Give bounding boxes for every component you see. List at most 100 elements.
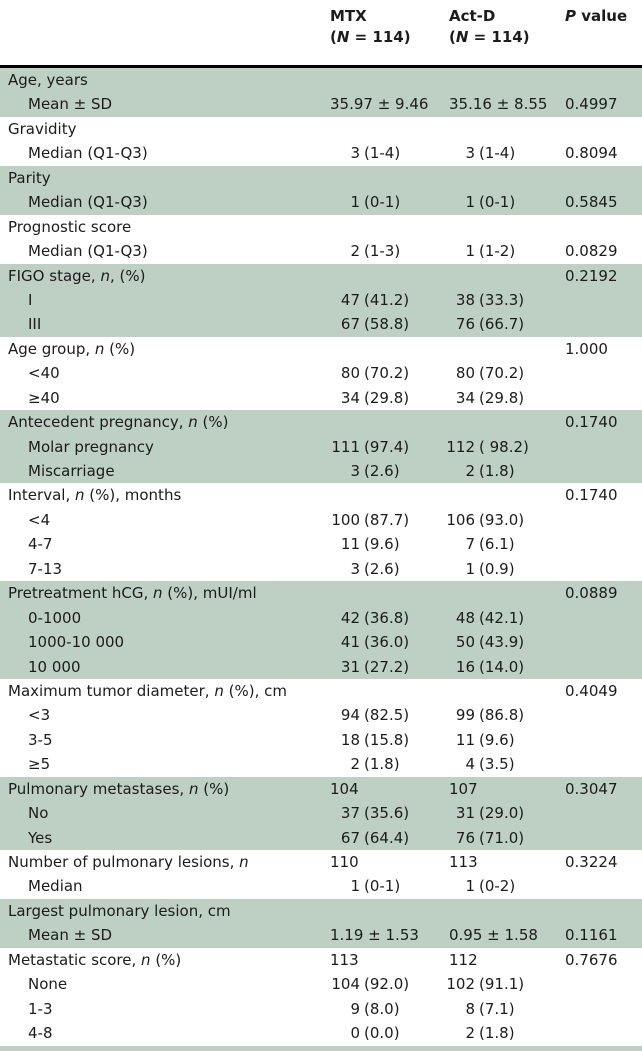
mtx-cell [322, 337, 437, 361]
actd-cell: 0.95 ± 1.58 [437, 923, 557, 947]
table-row: 0-1000 42 (36.8) 48 (42.1) [0, 605, 642, 631]
mtx-cell-value: 104 [330, 779, 359, 798]
actd-cell-count: 112 [446, 437, 475, 456]
mtx-cell-count: 67 [340, 315, 360, 334]
actd-cell: 2 (1.8) [437, 1021, 557, 1045]
actd-cell: 1 (0.9) [437, 557, 557, 581]
p-value-cell [557, 703, 642, 727]
table-row: Maximum tumor diameter, n (%), cm 0.4049 [0, 679, 642, 703]
mtx-cell-count: 47 [340, 290, 360, 309]
table-row: Number of pulmonary lesions, n 110 113 0.32… [0, 850, 642, 874]
mtx-cell: 41 (36.0) [322, 630, 437, 654]
row-category-label: Largest pulmonary lesion, cm [8, 901, 231, 920]
actd-cell [437, 68, 557, 92]
row-sublabel: Median (Q1-Q3) [28, 144, 148, 163]
actd-cell: 2 (1.8) [437, 459, 557, 483]
mtx-cell: 104 [322, 777, 437, 801]
actd-cell: 16 (14.0) [437, 655, 557, 679]
actd-cell: 102 (91.1) [437, 972, 557, 996]
mtx-cell: 113 [322, 948, 437, 972]
mtx-cell-count: 18 [340, 730, 360, 749]
mtx-cell-percent: (35.6) [364, 804, 410, 823]
table-row: Median (Q1-Q3) 2 (1-3) 1 (1-2) 0.0829 [0, 239, 642, 263]
actd-cell-value: 35.16 ± 8.55 [449, 95, 548, 114]
table-row: III 67 (58.8) 76 (66.7) [0, 312, 642, 337]
row-sublabel: Median (Q1-Q3) [28, 193, 148, 212]
actd-cell: 35.16 ± 8.55 [437, 92, 557, 116]
p-value-cell: 0.0829 [565, 242, 618, 261]
p-value-cell [557, 288, 642, 312]
p-value-cell [557, 435, 642, 459]
row-sublabel: 4-8 [28, 1024, 53, 1043]
mtx-cell-count: 34 [340, 388, 360, 407]
actd-cell [437, 410, 557, 434]
actd-cell: 113 [437, 850, 557, 874]
actd-cell: 11 (9.6) [437, 728, 557, 752]
p-value-cell [557, 508, 642, 532]
p-value-cell: 1.000 [565, 339, 608, 358]
p-value-cell: 0.1740 [565, 413, 618, 432]
actd-cell-percent: (43.9) [479, 633, 525, 652]
actd-cell: 99 (86.8) [437, 703, 557, 727]
p-value-cell [557, 801, 642, 825]
mtx-cell: 1 (0-1) [322, 190, 437, 214]
actd-cell: 106 (93.0) [437, 508, 557, 532]
mtx-cell-percent: (82.5) [364, 706, 410, 725]
actd-column-header: Act-D (N = 114) [437, 6, 557, 65]
mtx-cell: 1.19 ± 1.53 [322, 923, 437, 947]
table-row: ≥5 2 (1.8) 4 (3.5) [0, 752, 642, 776]
actd-cell-count: 48 [455, 608, 475, 627]
mtx-cell: 2 (1.8) [322, 752, 437, 776]
table-row: Median 1 (0-1) 1 (0-2) [0, 874, 642, 898]
actd-cell [437, 899, 557, 923]
mtx-cell-percent: (0-1) [364, 193, 401, 212]
row-category-label: Antecedent pregnancy, n (%) [8, 413, 229, 432]
mtx-cell-percent: (15.8) [364, 730, 410, 749]
actd-cell-percent: (71.0) [479, 828, 525, 847]
mtx-cell-count: 67 [340, 828, 360, 847]
actd-cell-percent: (42.1) [479, 608, 525, 627]
mtx-cell: 9 (8.0) [322, 997, 437, 1021]
row-sublabel: Median [28, 877, 83, 896]
mtx-column-header: MTX (N = 114) [322, 6, 437, 65]
actd-cell-percent: (0-1) [479, 193, 516, 212]
actd-cell-count: 2 [465, 462, 475, 480]
p-value-cell: 0.3224 [565, 853, 618, 871]
actd-cell-count: 31 [455, 804, 475, 823]
p-value-cell: 0.4049 [565, 681, 618, 700]
table-row: I 47 (41.2) 38 (33.3) [0, 287, 642, 313]
p-value-cell [557, 459, 642, 483]
row-category-label: Age group, n (%) [8, 339, 136, 358]
row-sublabel: III [28, 315, 42, 334]
mtx-cell-count: 100 [331, 510, 360, 529]
row-sublabel: Miscarriage [28, 462, 115, 480]
actd-cell-count: 76 [455, 828, 475, 847]
actd-cell-percent: (33.3) [479, 290, 525, 309]
p-value-cell [557, 117, 642, 141]
row-sublabel: <3 [28, 706, 51, 725]
actd-cell-count: 1 [465, 242, 475, 261]
p-value-cell: 0.3047 [565, 779, 618, 798]
mtx-cell: 3 (1-4) [322, 141, 437, 165]
p-value-cell [557, 215, 642, 239]
p-value-cell [557, 874, 642, 898]
p-value-cell: 0.1161 [565, 926, 618, 945]
mtx-cell-percent: (92.0) [364, 975, 410, 994]
table-row: Median (Q1-Q3) 3 (1-4) 3 (1-4) 0.8094 [0, 141, 642, 165]
actd-cell [437, 215, 557, 239]
actd-cell-count: 102 [446, 975, 475, 994]
actd-column-n: (N = 114) [449, 28, 530, 46]
row-category-label: Interval, n (%), months [8, 486, 182, 505]
table-row: Largest pulmonary lesion, cm [0, 898, 642, 924]
mtx-cell-count: 1 [350, 877, 360, 896]
actd-cell-percent: (91.1) [479, 975, 525, 994]
actd-cell: 31 (29.0) [437, 801, 557, 825]
mtx-cell-value: 35.97 ± 9.46 [330, 95, 429, 114]
mtx-cell-percent: (36.0) [364, 633, 410, 652]
mtx-cell-percent: (27.2) [364, 657, 410, 676]
table-row: <3 94 (82.5) 99 (86.8) [0, 703, 642, 727]
next-section-band [0, 1045, 642, 1051]
mtx-cell-count: 104 [331, 975, 360, 994]
row-sublabel: <4 [28, 510, 51, 529]
